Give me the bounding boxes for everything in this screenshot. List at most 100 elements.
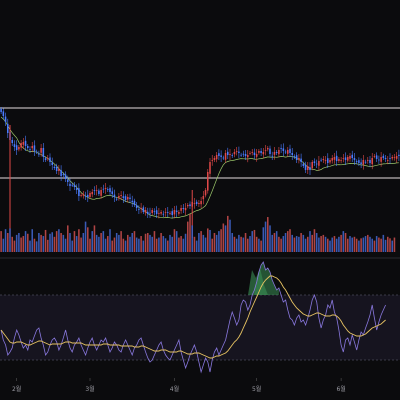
volume-bar <box>287 231 289 252</box>
candle-body <box>53 166 56 168</box>
candle-body <box>233 152 236 155</box>
candle-body <box>269 148 271 154</box>
volume-bar <box>13 240 16 252</box>
volume-bar <box>27 233 29 252</box>
candle-body <box>378 159 380 161</box>
volume-bar <box>71 240 73 252</box>
candle-body <box>331 158 333 161</box>
candle-body <box>360 162 362 164</box>
candle-body <box>244 154 247 156</box>
candle-body <box>264 150 267 151</box>
volume-bar <box>269 225 271 252</box>
candle-body <box>49 157 51 162</box>
volume-bar <box>355 238 358 252</box>
candle-body <box>138 209 140 210</box>
candle-body <box>75 188 78 190</box>
volume-bar <box>360 238 362 252</box>
candle-body <box>218 153 220 156</box>
candle-body <box>147 211 149 214</box>
candle-body <box>258 151 260 153</box>
candle-body <box>58 169 60 171</box>
candle-body <box>95 190 98 191</box>
volume-bar <box>104 238 107 252</box>
candle-body <box>0 109 2 112</box>
volume-bar <box>278 236 280 252</box>
volume-bar <box>324 236 327 252</box>
volume-bar <box>118 234 120 252</box>
candle-body <box>391 157 393 159</box>
candle-body <box>87 194 89 197</box>
volume-bar <box>215 234 218 252</box>
volume-bar <box>213 233 216 252</box>
volume-bar <box>253 229 256 252</box>
volume-bar <box>367 234 369 252</box>
volume-bar <box>275 231 278 252</box>
volume-bar <box>371 238 373 252</box>
volume-bar <box>11 236 13 252</box>
candle-body <box>200 201 202 205</box>
volume-bar <box>267 217 269 252</box>
candle-body <box>47 158 49 159</box>
candle-body <box>253 152 256 155</box>
volume-bar <box>164 238 167 252</box>
volume-bar <box>33 238 36 252</box>
candle-body <box>324 160 327 161</box>
candle-body <box>262 152 265 155</box>
candle-body <box>242 153 245 155</box>
candle-body <box>353 158 356 160</box>
volume-bar <box>195 240 198 252</box>
candle-body <box>362 160 365 165</box>
candle-body <box>135 205 138 208</box>
volume-bar <box>80 237 82 252</box>
candle-body <box>129 197 131 199</box>
candle-body <box>24 140 27 146</box>
volume-bar <box>151 236 153 252</box>
candle-body <box>120 195 122 196</box>
candle-body <box>340 160 342 161</box>
candle-body <box>62 174 65 175</box>
volume-bar <box>182 238 185 252</box>
candle-body <box>220 155 222 157</box>
candle-body <box>169 213 171 214</box>
candle-body <box>60 170 62 176</box>
volume-bar <box>87 227 89 252</box>
volume-bar <box>149 234 151 252</box>
volume-bar <box>320 236 322 252</box>
candle-body <box>240 154 242 156</box>
volume-bar <box>382 234 385 252</box>
candle-body <box>89 193 91 197</box>
x-tick-label: 2월 <box>12 385 21 393</box>
candle-body <box>187 205 189 207</box>
volume-bar <box>53 236 56 252</box>
volume-bar <box>115 233 118 252</box>
candle-body <box>133 200 136 205</box>
candle-body <box>55 166 58 171</box>
volume-bar <box>38 233 40 252</box>
volume-bar <box>280 238 282 252</box>
volume-bar <box>329 240 331 252</box>
candle-body <box>227 151 229 155</box>
candle-body <box>178 212 180 214</box>
candle-body <box>184 208 187 211</box>
candle-body <box>189 204 191 206</box>
candle-body <box>27 146 29 148</box>
candle-body <box>342 158 345 159</box>
volume-bar <box>93 225 96 252</box>
volume-bar <box>375 236 378 252</box>
volume-bar <box>175 231 178 252</box>
candle-body <box>347 157 349 161</box>
candle-body <box>282 148 285 151</box>
candle-body <box>31 146 33 149</box>
volume-bar <box>64 238 67 252</box>
volume-bar <box>135 237 138 252</box>
volume-bar <box>98 236 100 252</box>
volume-bar <box>35 241 38 252</box>
volume-bar <box>44 229 47 252</box>
candle-body <box>140 208 142 209</box>
candle-body <box>13 144 16 147</box>
volume-bar <box>369 236 371 252</box>
candle-body <box>384 158 387 159</box>
volume-bar <box>298 236 300 252</box>
volume-bar <box>322 234 325 252</box>
volume-bar <box>318 237 320 252</box>
